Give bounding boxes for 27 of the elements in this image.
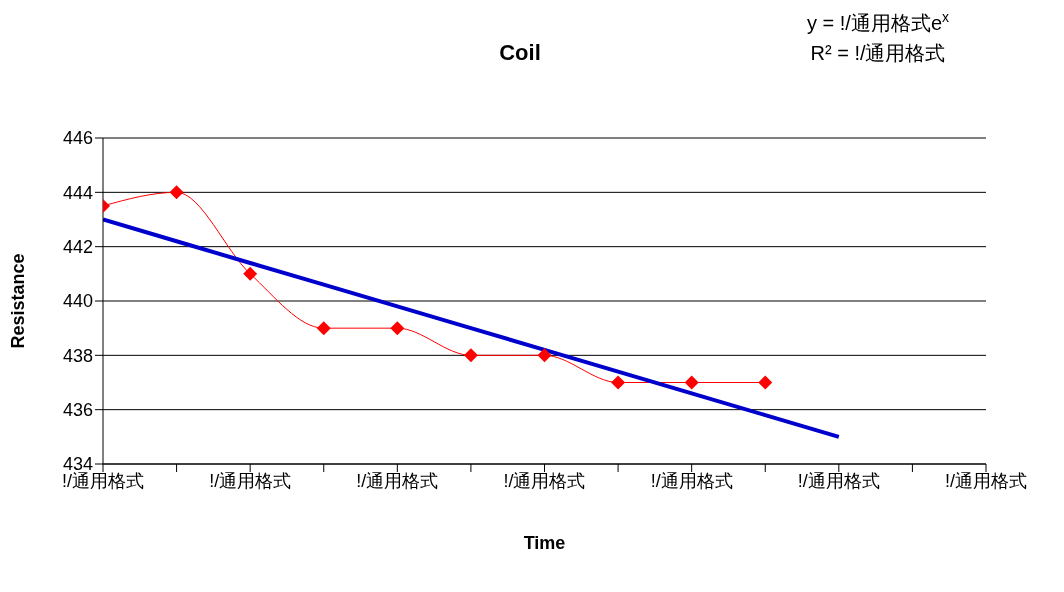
point	[611, 375, 626, 390]
point	[390, 321, 405, 336]
y-tick-label: 436	[62, 400, 93, 421]
point	[243, 266, 258, 281]
x-tick-label: !/通用格式	[797, 470, 880, 491]
chart-title: Coil	[499, 40, 541, 65]
y-tick-label: 438	[62, 345, 93, 366]
point	[316, 321, 331, 336]
y-tick-label: 440	[62, 291, 93, 312]
x-tick-label: !/通用格式	[944, 470, 1028, 491]
y-axis-title: Resistance	[8, 253, 29, 349]
point	[758, 375, 773, 390]
y-tick-label: 446	[62, 128, 93, 149]
text: y = !/通用格式e$^{x}$	[806, 9, 950, 34]
point	[684, 375, 699, 390]
x-axis-title: Time	[523, 533, 566, 553]
y-tick-label: 442	[62, 237, 93, 258]
point	[463, 348, 478, 363]
point	[537, 348, 552, 363]
x-tick-label: !/通用格式	[209, 470, 292, 491]
y-tick-label: 444	[62, 182, 93, 203]
line-series	[103, 217, 841, 439]
x-tick-label: !/通用格式	[503, 470, 586, 491]
text: R² = !/通用格式	[810, 42, 946, 64]
x-tick-label: !/通用格式	[356, 470, 439, 491]
point	[169, 185, 184, 200]
x-tick-label: !/通用格式	[650, 470, 733, 491]
